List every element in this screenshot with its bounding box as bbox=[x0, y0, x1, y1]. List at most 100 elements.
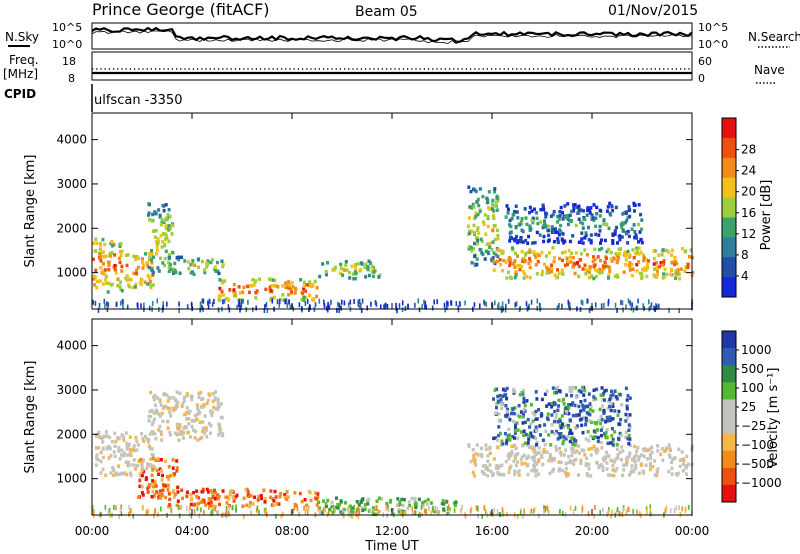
vel-echo-cell-3 bbox=[183, 425, 187, 429]
power-near-range-cell bbox=[330, 299, 332, 305]
power-echo-cell-8 bbox=[625, 218, 629, 223]
power-echo-cell-8 bbox=[638, 230, 642, 234]
power-near-range-cell bbox=[186, 304, 189, 310]
power-echo-cell-6 bbox=[468, 229, 472, 233]
power-echo-cell-8 bbox=[508, 235, 512, 239]
freq-bottom-tick: 8 bbox=[68, 72, 75, 85]
vel-echo-cell-6 bbox=[582, 415, 586, 420]
vel-echo-cell-5 bbox=[653, 459, 657, 463]
power-near-range-cell bbox=[421, 304, 423, 310]
power-echo-cell-7 bbox=[608, 269, 612, 274]
power-echo-cell-6 bbox=[473, 254, 477, 259]
power-echo-cell-7 bbox=[642, 258, 646, 263]
power-echo-cell-2 bbox=[161, 204, 165, 208]
vel-echo-cell-6 bbox=[496, 438, 499, 442]
power-near-range-cell bbox=[361, 298, 364, 304]
power-near-range-cell bbox=[631, 302, 633, 308]
vel-echo-cell-4 bbox=[414, 505, 418, 509]
colorbar-swatch bbox=[722, 484, 736, 503]
vel-echo-cell-6 bbox=[550, 430, 554, 434]
vel-echo-cell-5 bbox=[640, 463, 643, 467]
noise-search-trace bbox=[91, 30, 692, 44]
power-echo-cell-2 bbox=[150, 249, 153, 253]
power-echo-cell-8 bbox=[568, 213, 572, 218]
vel-echo-cell-5 bbox=[609, 458, 613, 462]
vel-echo-cell-6 bbox=[579, 390, 583, 394]
vel-echo-cell-5 bbox=[571, 446, 575, 451]
power-near-range-cell bbox=[266, 307, 269, 313]
vel-echo-cell-2 bbox=[225, 501, 229, 505]
power-echo-cell-8 bbox=[581, 226, 585, 230]
vel-echo-cell-4 bbox=[375, 499, 379, 503]
noise-left-top-tick: 10^5 bbox=[52, 21, 82, 34]
vel-echo-cell-0 bbox=[125, 453, 129, 457]
power-near-range-cell bbox=[464, 300, 466, 306]
vel-echo-cell-2 bbox=[273, 489, 277, 494]
power-echo-cell-7 bbox=[607, 247, 611, 252]
vel-echo-cell-5 bbox=[475, 443, 479, 447]
vel-echo-cell-6 bbox=[605, 435, 609, 440]
vel-near-range-cell bbox=[519, 510, 522, 516]
power-echo-cell-4 bbox=[300, 297, 304, 302]
vel-echo-cell-0 bbox=[117, 446, 121, 450]
power-echo-cell-7 bbox=[655, 274, 658, 278]
power-echo-cell-7 bbox=[605, 249, 609, 254]
vel-echo-cell-5 bbox=[507, 452, 511, 456]
vel-echo-cell-3 bbox=[203, 431, 207, 435]
power-echo-cell-8 bbox=[576, 211, 580, 215]
vel-echo-cell-3 bbox=[154, 403, 158, 407]
power-echo-cell-7 bbox=[639, 250, 643, 255]
vel-echo-cell-5 bbox=[628, 473, 631, 477]
colorbar-swatch bbox=[722, 399, 736, 417]
nsky-label: N.Sky bbox=[5, 30, 39, 44]
vel-echo-cell-3 bbox=[171, 406, 175, 411]
vel-near-range-cell bbox=[374, 505, 377, 511]
power-echo-cell-5 bbox=[377, 275, 381, 279]
power-echo-cell-2 bbox=[157, 240, 161, 244]
power-echo-cell-8 bbox=[630, 227, 634, 231]
vel-echo-cell-6 bbox=[553, 409, 557, 414]
power-echo-cell-1 bbox=[146, 274, 150, 278]
power-near-range-cell bbox=[122, 299, 124, 305]
vel-echo-cell-6 bbox=[497, 418, 501, 422]
vel-near-range-cell bbox=[342, 513, 345, 519]
power-echo-cell-7 bbox=[663, 275, 667, 279]
power-near-range-cell bbox=[207, 304, 210, 310]
colorbar-tick-label: −1000 bbox=[741, 476, 782, 490]
power-echo-cell-4 bbox=[294, 287, 298, 292]
power-near-range-cell bbox=[343, 300, 346, 306]
vel-echo-cell-0 bbox=[120, 433, 124, 437]
vel-echo-cell-0 bbox=[112, 468, 116, 472]
power-echo-cell-6 bbox=[478, 247, 482, 252]
power-near-range-cell bbox=[401, 307, 404, 313]
power-echo-cell-7 bbox=[673, 255, 677, 260]
vel-echo-cell-0 bbox=[151, 454, 155, 458]
vel-echo-cell-6 bbox=[524, 420, 527, 425]
vel-echo-cell-6 bbox=[525, 399, 529, 403]
power-echo-cell-4 bbox=[302, 295, 306, 300]
power-near-range-cell bbox=[505, 303, 507, 309]
vel-echo-cell-4 bbox=[452, 501, 456, 505]
vel-near-range-cell bbox=[179, 505, 181, 510]
power-near-range-cell bbox=[278, 302, 281, 308]
vel-echo-cell-0 bbox=[125, 441, 129, 446]
power-near-range-cell bbox=[587, 298, 589, 304]
power-near-range-cell bbox=[485, 301, 488, 307]
power-echo-cell-7 bbox=[670, 248, 674, 253]
vel-echo-cell-5 bbox=[471, 448, 475, 452]
vel-echo-cell-3 bbox=[175, 432, 179, 437]
vel-echo-cell-5 bbox=[481, 464, 485, 468]
power-echo-cell-8 bbox=[525, 222, 529, 227]
colorbar-tick-label: 8 bbox=[741, 248, 749, 262]
power-echo-cell-7 bbox=[577, 264, 581, 269]
power-echo-cell-8 bbox=[577, 217, 581, 221]
power-echo-cell-8 bbox=[563, 215, 567, 220]
vel-echo-cell-6 bbox=[497, 412, 501, 416]
power-echo-cell-3 bbox=[206, 259, 210, 263]
power-echo-cell-3 bbox=[197, 265, 201, 269]
power-echo-cell-7 bbox=[627, 263, 631, 268]
power-echo-cell-4 bbox=[220, 289, 224, 294]
vel-echo-cell-1 bbox=[166, 488, 170, 492]
vel-echo-cell-6 bbox=[624, 412, 628, 417]
power-near-range-cell bbox=[515, 301, 518, 307]
